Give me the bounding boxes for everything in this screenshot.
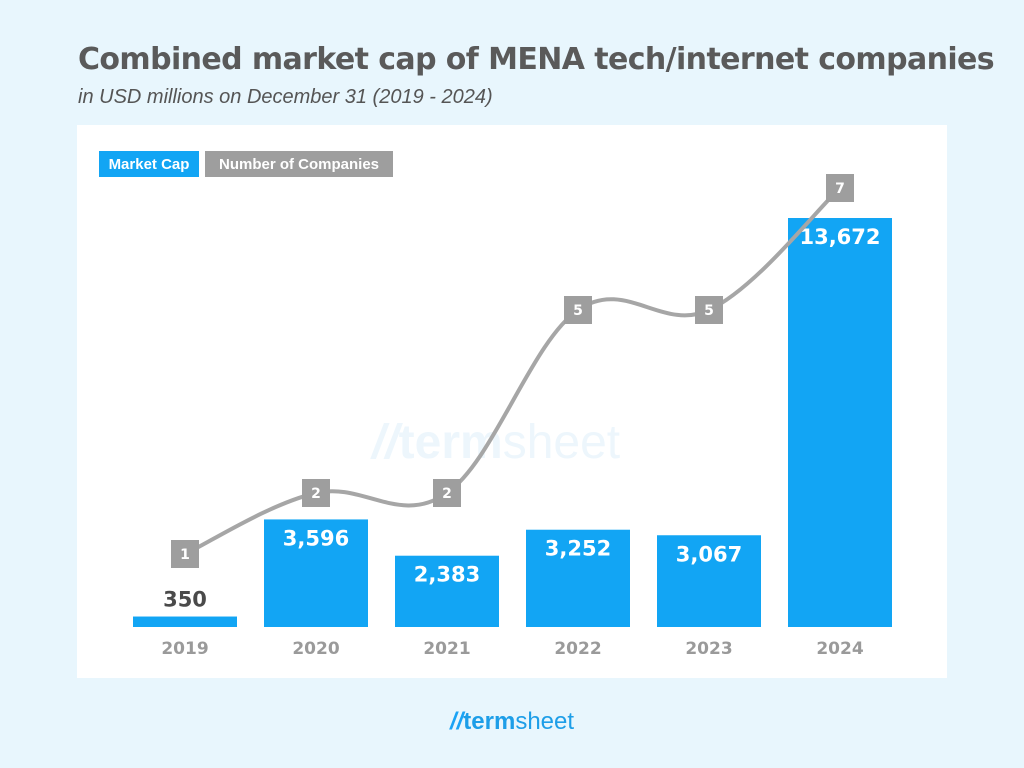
bar-label-2024: 13,672 [799,225,880,249]
point-label-2022: 5 [573,303,583,319]
point-label-2024: 7 [835,181,845,197]
chart-title: Combined market cap of MENA tech/interne… [78,42,994,77]
chart-subtitle: in USD millions on December 31 (2019 - 2… [78,86,493,109]
watermark: //termsheet [370,416,620,469]
point-2021: 2 [433,479,461,507]
point-2020: 2 [302,479,330,507]
logo-sheet: sheet [515,708,574,735]
bar-label-2023: 3,067 [676,542,742,566]
bar-label-2020: 3,596 [283,526,349,550]
x-tick-2023: 2023 [685,639,732,659]
bar-2024 [788,218,892,627]
legend: Market Cap Number of Companies [99,151,393,177]
point-label-2020: 2 [311,486,321,502]
point-2023: 5 [695,296,723,324]
bar-2019 [133,617,237,627]
x-axis-ticks: 2019 2020 2021 2022 2023 2024 [161,639,863,659]
x-tick-2020: 2020 [292,639,339,659]
watermark-sheet: sheet [503,416,620,469]
x-tick-2024: 2024 [816,639,863,659]
x-tick-2022: 2022 [554,639,601,659]
point-label-2019: 1 [180,547,190,563]
bar-label-2021: 2,383 [414,563,480,587]
termsheet-logo: //termsheet [0,708,1024,736]
legend-label-1: Number of Companies [219,156,379,173]
logo-term: term [463,708,515,735]
point-label-2021: 2 [442,486,452,502]
point-label-2023: 5 [704,303,714,319]
point-2024: 7 [826,174,854,202]
bar-label-2019: 350 [163,588,207,612]
logo-slashes: // [450,708,463,735]
bar-label-2022: 3,252 [545,537,611,561]
point-2019: 1 [171,540,199,568]
legend-label-0: Market Cap [109,156,190,173]
chart-svg: //termsheet 350 3,596 2,383 3,252 3,067 13,67… [77,125,947,678]
chart-panel: //termsheet 350 3,596 2,383 3,252 3,067 13,67… [77,125,947,678]
x-tick-2021: 2021 [423,639,470,659]
companies-line [185,188,840,554]
line-layer: 1 2 2 5 5 7 [171,174,854,568]
point-2022: 5 [564,296,592,324]
svg-text://termsheet: //termsheet [370,416,620,469]
x-tick-2019: 2019 [161,639,208,659]
